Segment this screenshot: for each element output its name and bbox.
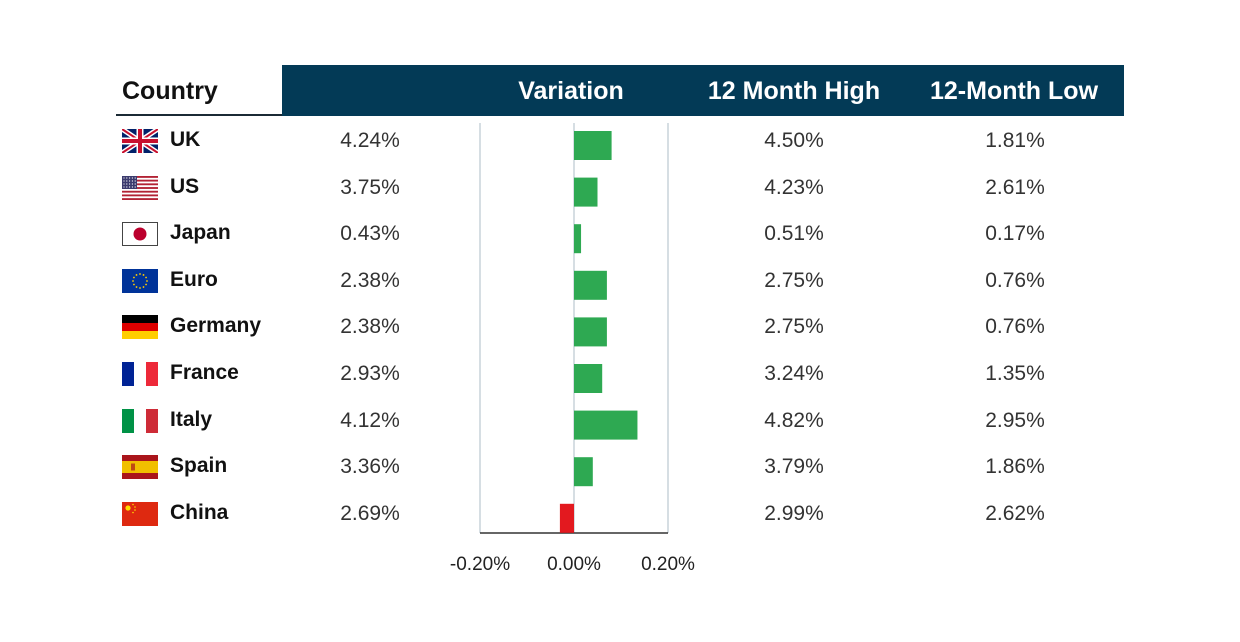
table-row: Italy 4.12% 4.82% 2.95% xyxy=(0,403,1240,449)
high-value: 2.75% xyxy=(764,268,824,292)
country-name: Germany xyxy=(170,314,262,338)
low-value: 0.76% xyxy=(985,268,1045,292)
variation-column-header: Variation xyxy=(518,77,624,105)
bar-italy xyxy=(574,410,638,440)
country-name: Japan xyxy=(170,221,231,245)
low-value: 2.62% xyxy=(985,501,1045,525)
high-value: 2.75% xyxy=(764,315,824,339)
high-value: 0.51% xyxy=(764,222,824,246)
x-tick-label: 0.20% xyxy=(641,554,695,575)
current-yield-value: 2.38% xyxy=(340,268,400,292)
bar-china xyxy=(559,503,574,533)
country-header-underline xyxy=(116,114,282,116)
spain-flag-icon xyxy=(122,455,158,480)
eu-flag-icon xyxy=(122,268,158,293)
current-yield-value: 2.93% xyxy=(340,362,400,385)
table-row: US 3.75% 4.23% 2.61% xyxy=(0,170,1240,216)
table-row: UK 4.24% 4.50% 1.81% xyxy=(0,123,1240,169)
uk-flag-icon xyxy=(122,129,158,153)
current-yield-value: 4.12% xyxy=(340,408,400,432)
table-row: Spain 3.36% 3.79% 1.86% xyxy=(0,449,1240,495)
high-value: 4.50% xyxy=(764,129,824,152)
high-value: 4.23% xyxy=(764,175,824,199)
japan-flag-icon xyxy=(122,222,158,247)
high-value: 4.82% xyxy=(764,408,824,432)
bar-france xyxy=(574,364,603,393)
low-value: 2.61% xyxy=(985,175,1045,199)
country-name: China xyxy=(170,500,229,524)
current-yield-value: 3.75% xyxy=(340,175,400,199)
france-flag-icon xyxy=(122,362,158,386)
x-tick-label: -0.20% xyxy=(450,554,510,575)
bar-germany xyxy=(574,317,607,347)
variation-bar-chart: -0.20% 0.00% 0.20% xyxy=(450,123,695,575)
country-name: UK xyxy=(170,128,201,151)
low-column-header: 12-Month Low xyxy=(929,77,1099,105)
bar-us xyxy=(574,177,598,207)
germany-flag-icon xyxy=(122,315,158,340)
header-bar: Variation 12 Month High 12-Month Low xyxy=(282,65,1124,116)
current-yield-value: 3.36% xyxy=(340,455,400,479)
low-value: 1.35% xyxy=(985,362,1045,385)
table-row: France 2.93% 3.24% 1.35% xyxy=(0,356,1240,402)
italy-flag-icon xyxy=(122,408,158,433)
low-value: 2.95% xyxy=(985,408,1045,432)
high-value: 2.99% xyxy=(764,501,824,525)
bar-japan xyxy=(574,224,582,254)
table-row: Euro 2.38% 2.75% 0.76% xyxy=(0,263,1240,309)
country-name: Euro xyxy=(170,267,218,291)
country-name: US xyxy=(170,174,200,198)
table-row: Germany 2.38% 2.75% 0.76% xyxy=(0,309,1240,355)
china-flag-icon xyxy=(122,501,158,526)
country-name: Spain xyxy=(170,454,228,478)
table-row: Japan 0.43% 0.51% 0.17% xyxy=(0,216,1240,262)
x-tick-label: 0.00% xyxy=(547,554,601,575)
current-yield-value: 0.43% xyxy=(340,222,400,246)
country-name: Italy xyxy=(170,407,213,431)
current-yield-value: 4.24% xyxy=(340,129,400,152)
low-value: 0.17% xyxy=(985,222,1045,246)
current-yield-value: 2.38% xyxy=(340,315,400,339)
country-column-header: Country xyxy=(122,77,218,105)
table-row: China 2.69% 2.99% 2.62% xyxy=(0,496,1240,542)
bar-euro xyxy=(574,270,607,300)
country-name: France xyxy=(170,361,239,384)
current-yield-value: 2.69% xyxy=(340,501,400,525)
us-flag-icon xyxy=(122,175,158,200)
low-value: 1.81% xyxy=(985,129,1045,152)
low-value: 1.86% xyxy=(985,455,1045,479)
bar-spain xyxy=(574,457,593,487)
bar-uk xyxy=(574,131,612,160)
high-value: 3.24% xyxy=(764,362,824,385)
low-value: 0.76% xyxy=(985,315,1045,339)
high-value: 3.79% xyxy=(764,455,824,479)
high-column-header: 12 Month High xyxy=(707,77,881,105)
